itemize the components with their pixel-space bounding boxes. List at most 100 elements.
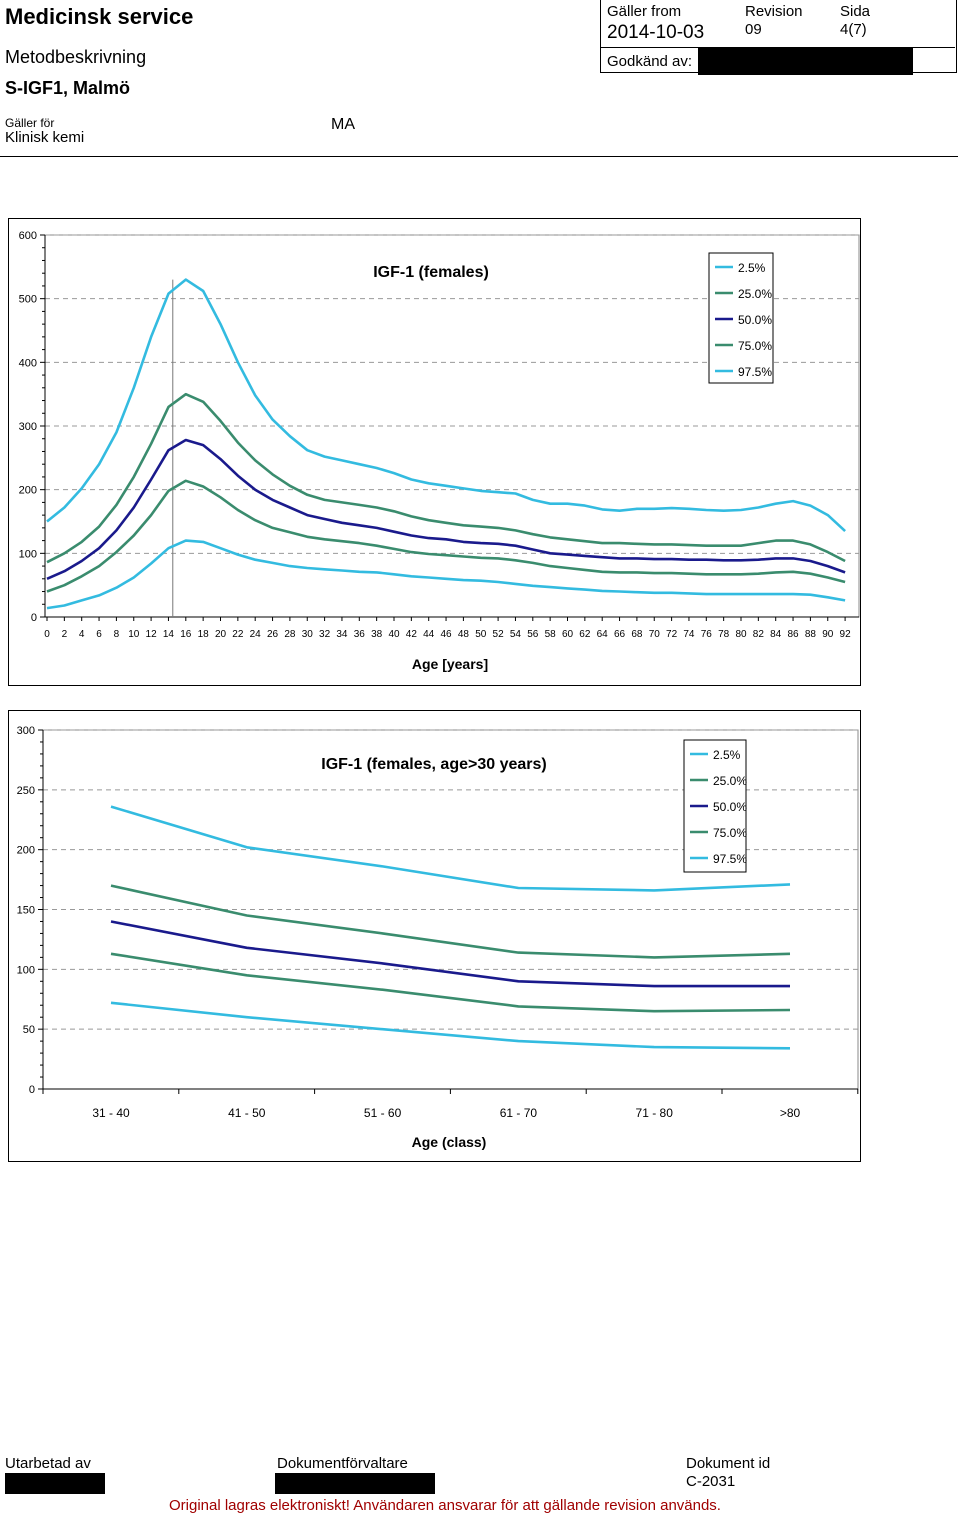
revision-value: 09 [745, 21, 762, 38]
org-title: Medicinsk service [5, 4, 194, 29]
c1-x-tick-label: 8 [114, 629, 120, 640]
c1-x-tick-label: 10 [128, 629, 140, 640]
c1-x-tick-label: 28 [284, 629, 296, 640]
c1-x-tick-label: 70 [649, 629, 661, 640]
c2-series-75-0pct [110, 884, 791, 959]
c2-x-axis-label: Age (class) [412, 1134, 487, 1150]
c1-series-25-0pct [46, 479, 846, 593]
c2-series-2-5pct [110, 1001, 791, 1050]
page-value: 4(7) [840, 21, 867, 38]
c1-x-tick-label: 64 [597, 629, 609, 640]
c1-legend-label: 97.5% [738, 365, 772, 379]
page-label: Sida [840, 3, 871, 20]
c1-x-tick-label: 40 [388, 629, 400, 640]
chart-females: 0 100 200 300 400 500 600 0 2 4 6 8 10 12 14 16 18 20 22 24… [8, 218, 861, 686]
prepared-label: Utarbetad av [5, 1455, 91, 1472]
c1-x-tick-label: 76 [701, 629, 713, 640]
c1-legend-label: 50.0% [738, 313, 772, 327]
header-rule [0, 156, 958, 157]
redaction-manager [275, 1473, 435, 1494]
c1-x-tick-label: 0 [44, 629, 50, 640]
c1-x-tick-label: 24 [250, 629, 262, 640]
footer-note: Original lagras elektroniskt! Användaren… [169, 1497, 721, 1514]
c1-x-tick-label: 38 [371, 629, 383, 640]
c1-x-tick-label: 78 [718, 629, 730, 640]
c1-x-tick-label: 14 [163, 629, 175, 640]
c1-x-tick-label: 36 [354, 629, 366, 640]
c1-x-tick-label: 88 [805, 629, 817, 640]
c1-x-tick-label: 34 [336, 629, 348, 640]
doc-id-value: C-2031 [686, 1473, 736, 1490]
c1-x-tick-label: 2 [62, 629, 68, 640]
c1-x-tick-label: 86 [787, 629, 799, 640]
c1-x-tick-label: 90 [822, 629, 834, 640]
c1-legend-label: 2.5% [738, 261, 766, 275]
c2-legend-label: 50.0% [713, 800, 747, 814]
c1-x-tick-label: 54 [510, 629, 522, 640]
c2-y-tick-label: 50 [23, 1024, 35, 1036]
c1-x-tick-label: 68 [631, 629, 643, 640]
c1-x-tick-label: 80 [735, 629, 747, 640]
c1-x-tick-label: 50 [475, 629, 487, 640]
c1-y-tick-label: 0 [31, 612, 37, 624]
c1-x-tick-label: 82 [753, 629, 765, 640]
c1-x-tick-label: 18 [198, 629, 210, 640]
c2-legend-label: 25.0% [713, 774, 747, 788]
c1-x-tick-label: 72 [666, 629, 678, 640]
c2-x-tick-label: 41 - 50 [228, 1106, 266, 1120]
c2-x-tick-label: >80 [780, 1106, 801, 1120]
c1-y-tick-label: 400 [19, 357, 37, 369]
c2-y-tick-label: 100 [17, 964, 35, 976]
c2-x-tick-label: 31 - 40 [92, 1106, 130, 1120]
valid-from-label: Gäller from [607, 3, 682, 20]
c2-x-tick-label: 71 - 80 [636, 1106, 674, 1120]
c1-x-tick-label: 26 [267, 629, 279, 640]
c2-series-25-0pct [110, 952, 791, 1013]
c1-x-tick-label: 22 [232, 629, 244, 640]
c1-x-tick-label: 20 [215, 629, 227, 640]
c1-series-75-0pct [46, 392, 846, 564]
redaction-prepared [5, 1473, 105, 1494]
c1-x-tick-label: 66 [614, 629, 626, 640]
c1-y-tick-label: 300 [19, 421, 37, 433]
c1-series-97-5pct [46, 278, 846, 533]
c1-y-tick-label: 600 [19, 230, 37, 242]
c1-x-tick-label: 62 [579, 629, 591, 640]
c1-x-tick-label: 48 [458, 629, 470, 640]
c1-y-tick-label: 200 [19, 485, 37, 497]
c1-y-tick-label: 500 [19, 294, 37, 306]
c1-legend-label: 25.0% [738, 287, 772, 301]
c2-legend-label: 75.0% [713, 826, 747, 840]
c1-x-tick-label: 16 [180, 629, 192, 640]
c2-y-tick-label: 300 [17, 725, 35, 737]
c2-y-tick-label: 250 [17, 785, 35, 797]
applies-value: Klinisk kemi [5, 129, 85, 146]
c1-y-tick-label: 100 [19, 548, 37, 560]
c2-x-tick-label: 51 - 60 [364, 1106, 402, 1120]
chart-females-over-30-svg: 0 50 100 150 200 250 300 31 - 40 41 - 50 51 - 60 6… [17, 725, 859, 1150]
c1-x-tick-label: 92 [840, 629, 852, 640]
revision-label: Revision [745, 3, 803, 20]
c1-x-tick-label: 42 [406, 629, 418, 640]
c2-x-tick-label: 61 - 70 [500, 1106, 538, 1120]
c2-series-50-0pct [110, 920, 790, 988]
approved-label: Godkänd av: [607, 53, 693, 70]
doc-id-label: Dokument id [686, 1455, 771, 1472]
c1-x-tick-label: 74 [683, 629, 695, 640]
c2-y-tick-label: 0 [29, 1084, 35, 1096]
c1-x-tick-label: 84 [770, 629, 782, 640]
c1-x-tick-label: 6 [96, 629, 102, 640]
doc-info-divider [600, 47, 955, 48]
c2-legend-label: 97.5% [713, 852, 747, 866]
c2-y-tick-label: 200 [17, 845, 35, 857]
c1-x-tick-label: 46 [440, 629, 452, 640]
c1-legend-label: 75.0% [738, 339, 772, 353]
c1-series-50-0pct [46, 438, 846, 580]
c2-y-tick-label: 150 [17, 905, 35, 917]
c1-x-tick-label: 56 [527, 629, 539, 640]
doc-type: Metodbeskrivning [5, 47, 147, 67]
manager-label: Dokumentförvaltare [277, 1455, 408, 1472]
c1-series-2-5pct [46, 539, 846, 610]
chart-females-over-30: 0 50 100 150 200 250 300 31 - 40 41 - 50 51 - 60 6… [8, 710, 861, 1162]
